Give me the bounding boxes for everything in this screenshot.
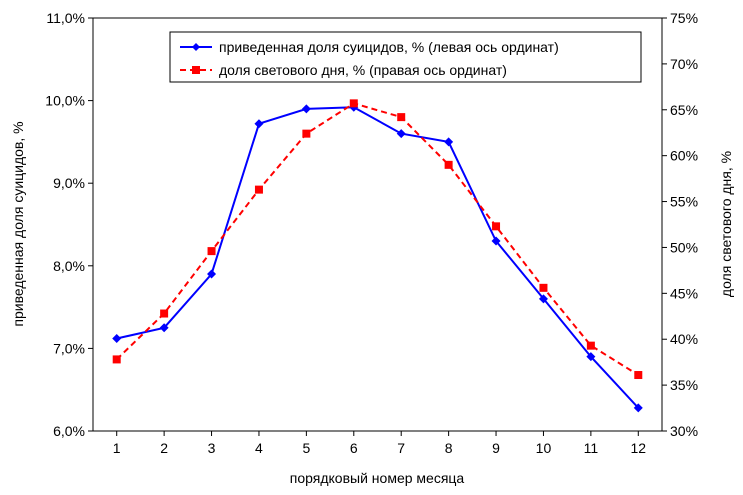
left-axis: 6,0% 7,0% 8,0% 9,0% 10,0% 11,0% [45,10,93,439]
data-point-1 [492,222,501,231]
data-point-0 [633,403,643,413]
data-point-0 [586,352,596,362]
left-tick-label: 10,0% [45,93,85,109]
y-axis-label-left: приведенная доля суицидов, % [10,121,26,326]
plot-area [92,17,663,432]
right-tick-label: 35% [670,377,698,393]
x-tick-label: 9 [492,440,500,456]
left-tick-label: 8,0% [53,258,85,274]
x-tick-label: 11 [584,440,599,456]
left-tick-label: 9,0% [53,175,85,191]
legend-label-suicides: приведенная доля суицидов, % (левая ось … [219,39,559,55]
x-tick-label: 2 [160,440,168,456]
data-point-1 [586,341,595,350]
x-tick-label: 3 [208,440,216,456]
x-tick-label: 12 [631,440,647,456]
data-point-0 [254,119,264,129]
x-tick-label: 8 [445,440,453,456]
y-axis-label-right: доля светового дня, % [718,151,734,297]
data-point-1 [207,247,216,256]
x-axis-label: порядковый номер месяца [290,470,465,486]
data-point-0 [207,269,217,279]
data-point-1 [444,160,453,169]
data-point-1 [634,371,643,380]
series-line-1 [116,102,639,376]
x-tick-label: 1 [113,440,121,456]
right-tick-label: 55% [670,194,698,210]
data-point-1 [302,129,311,138]
x-tick-label: 5 [302,440,310,456]
right-tick-label: 70% [670,56,698,72]
x-axis: 1 2 3 4 5 6 7 8 9 10 11 12 [113,431,646,456]
legend-label-daylight: доля светового дня, % (правая ось ордина… [219,62,507,78]
right-tick-label: 60% [670,148,698,164]
data-point-1 [349,99,358,108]
right-tick-label: 30% [670,423,698,439]
data-point-0 [159,323,169,333]
right-tick-label: 40% [670,331,698,347]
data-point-0 [396,129,406,139]
x-tick-label: 6 [350,440,358,456]
legend-marker-suicides [192,43,200,51]
x-tick-label: 7 [397,440,405,456]
right-tick-label: 50% [670,239,698,255]
left-tick-label: 6,0% [53,423,85,439]
legend-marker-daylight [192,66,200,74]
right-tick-label: 45% [670,285,698,301]
data-point-1 [397,113,406,122]
data-point-0 [301,104,311,114]
data-point-1 [539,283,548,292]
x-tick-label: 4 [255,440,263,456]
left-tick-label: 7,0% [53,340,85,356]
data-point-0 [444,137,454,147]
data-point-0 [538,294,548,304]
left-tick-label: 11,0% [46,10,85,26]
right-tick-label: 75% [670,10,698,26]
series-line-0 [116,106,640,409]
data-point-1 [112,355,121,364]
right-axis: 30% 35% 40% 45% 50% 55% 60% 65% 70% 75% [662,10,698,439]
right-tick-label: 65% [670,102,698,118]
x-tick-label: 10 [536,440,552,456]
legend-box [169,31,642,83]
legend: приведенная доля суицидов, % (левая ось … [169,31,642,83]
data-point-1 [254,185,263,194]
series-layer [112,99,643,413]
data-point-1 [160,309,169,318]
data-point-0 [491,236,501,246]
data-point-0 [112,333,122,343]
